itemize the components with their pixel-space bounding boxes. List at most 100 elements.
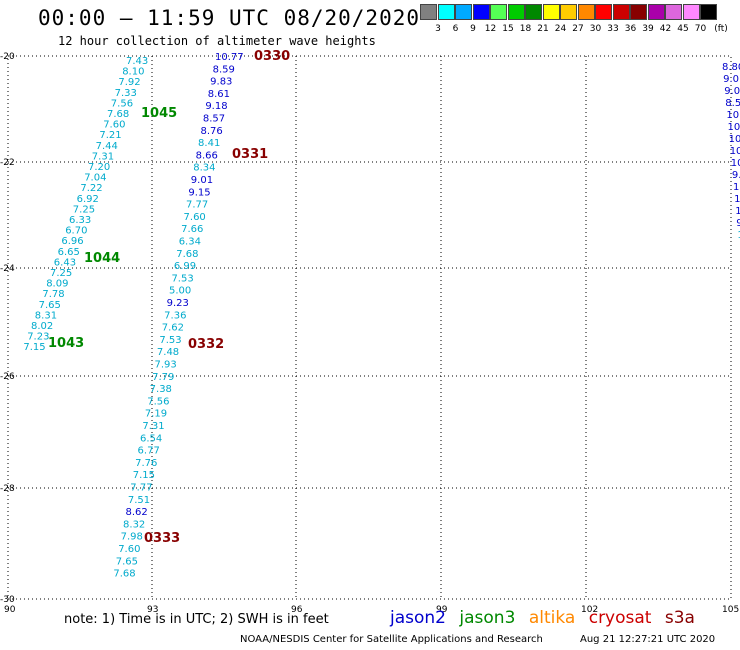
- swh-value: 7.25: [73, 204, 95, 215]
- pass-time-label: 1045: [141, 106, 177, 121]
- swh-value: 10: [734, 194, 740, 205]
- swh-value: 7.68: [113, 569, 135, 580]
- swh-value: 6.77: [138, 446, 160, 457]
- swh-value: 7.31: [142, 421, 164, 432]
- legend-label: 39: [642, 24, 654, 34]
- pass-time-label: 0332: [188, 337, 224, 352]
- swh-value: 9.0: [724, 86, 740, 97]
- swh-value: 7.60: [103, 120, 125, 131]
- legend-label: 42: [659, 24, 672, 34]
- swh-value: 8.02: [31, 321, 53, 332]
- swh-value: 8.31: [35, 310, 57, 321]
- longitude-tick-label: 102: [581, 605, 598, 615]
- swh-value: 7.79: [152, 372, 174, 383]
- legend-swatch: [542, 4, 560, 20]
- swh-value: 7.15: [23, 342, 45, 353]
- longitude-tick-label: 96: [291, 605, 303, 615]
- swh-value: 7.38: [150, 384, 172, 395]
- swh-value: 7.65: [39, 300, 61, 311]
- legend-swatch: [507, 4, 525, 20]
- swh-value: 10.77: [215, 52, 244, 63]
- swh-value: 5.00: [169, 286, 191, 297]
- legend-label: 45: [677, 24, 689, 34]
- latitude-tick-label: -26: [0, 372, 15, 382]
- swh-value: 7.66: [181, 224, 203, 235]
- swh-value: 10.: [731, 158, 740, 169]
- swh-value: 7.33: [115, 88, 137, 99]
- swh-value: 8.5: [725, 98, 740, 109]
- swh-value: 8.10: [122, 67, 144, 78]
- longitude-tick-label: 93: [147, 605, 158, 615]
- swh-value: 8.62: [125, 507, 147, 518]
- swh-value: 7.48: [157, 347, 179, 358]
- legend-swatch: [665, 4, 682, 20]
- swh-value: 8.32: [123, 519, 145, 530]
- swh-value: 8.34: [193, 163, 215, 174]
- legend-swatch: [437, 4, 455, 20]
- swh-value: 7.25: [50, 268, 72, 279]
- legend-swatch: [525, 4, 542, 20]
- legend-swatch: [420, 4, 437, 20]
- swh-value: 7.44: [96, 141, 118, 152]
- latitude-tick-label: -24: [0, 264, 15, 274]
- pass-time-label: 0330: [254, 49, 290, 64]
- swh-value: 7.77: [130, 483, 152, 494]
- longitude-tick-label: 99: [436, 605, 448, 615]
- swh-value: 8.59: [213, 64, 235, 75]
- swh-value: 7.31: [92, 151, 114, 162]
- legend-label: 18: [519, 24, 532, 34]
- legend-label: 36: [624, 24, 637, 34]
- swh-value: 10: [735, 206, 740, 217]
- legend-swatch: [577, 4, 595, 20]
- swh-value: 6.70: [65, 226, 87, 237]
- legend-label: 70: [694, 24, 707, 34]
- satellite-legend: jason2 jason3 altika cryosat s3a: [390, 608, 703, 628]
- legend-label: 21: [537, 24, 549, 34]
- swh-value: 7.20: [88, 162, 110, 173]
- latitude-tick-label: -28: [0, 484, 15, 494]
- legend-label: 24: [554, 24, 567, 34]
- satellite-cryosat: cryosat: [588, 608, 652, 628]
- legend-label: 27: [572, 24, 584, 34]
- swh-value: 7.22: [80, 183, 102, 194]
- swh-value: 9.83: [210, 77, 232, 88]
- legend-swatch: [612, 4, 630, 20]
- legend-swatch: [630, 4, 647, 20]
- swh-value: 9.15: [188, 187, 210, 198]
- swh-value: 9.18: [205, 101, 227, 112]
- satellite-jason2: jason2: [390, 608, 446, 628]
- swh-value: 10.0: [726, 110, 740, 121]
- swh-value: 7.68: [176, 249, 198, 260]
- swh-value: 10.: [729, 134, 740, 145]
- pass-time-label: 1043: [48, 336, 84, 351]
- map-frame: [7, 55, 732, 600]
- swh-value: 7.60: [184, 212, 206, 223]
- swh-value: 7.53: [159, 335, 181, 346]
- swh-value: 6.65: [58, 247, 80, 258]
- swh-value: 8.76: [200, 126, 222, 137]
- swh-value: 1: [737, 230, 740, 241]
- credit-text: NOAA/NESDIS Center for Satellite Applica…: [240, 634, 543, 645]
- swh-value: 8.09: [46, 279, 68, 290]
- swh-value: 9.01: [191, 175, 213, 186]
- swh-value: 6.43: [54, 257, 76, 268]
- swh-value: 7.93: [155, 360, 177, 371]
- swh-value: 7.62: [162, 323, 184, 334]
- swh-value: 6.34: [179, 237, 201, 248]
- footer-note: note: 1) Time is in UTC; 2) SWH is in fe…: [64, 612, 329, 627]
- satellite-s3a: s3a: [664, 608, 695, 628]
- swh-value: 7.78: [42, 289, 64, 300]
- legend-label: 15: [502, 24, 514, 34]
- swh-value: 8.57: [203, 114, 225, 125]
- swh-value: 6.92: [77, 194, 99, 205]
- swh-value: 8.80: [722, 62, 740, 73]
- legend-label: 3: [435, 24, 441, 34]
- swh-value: 7.76: [135, 458, 157, 469]
- legend-swatch: [455, 4, 472, 20]
- satellite-jason3: jason3: [459, 608, 516, 628]
- map-title: 00:00 – 11:59 UTC 08/20/2020: [38, 6, 421, 30]
- longitude-tick-label: 105: [722, 605, 739, 615]
- swh-value: 8.61: [208, 89, 230, 100]
- swh-value: 9.23: [167, 298, 189, 309]
